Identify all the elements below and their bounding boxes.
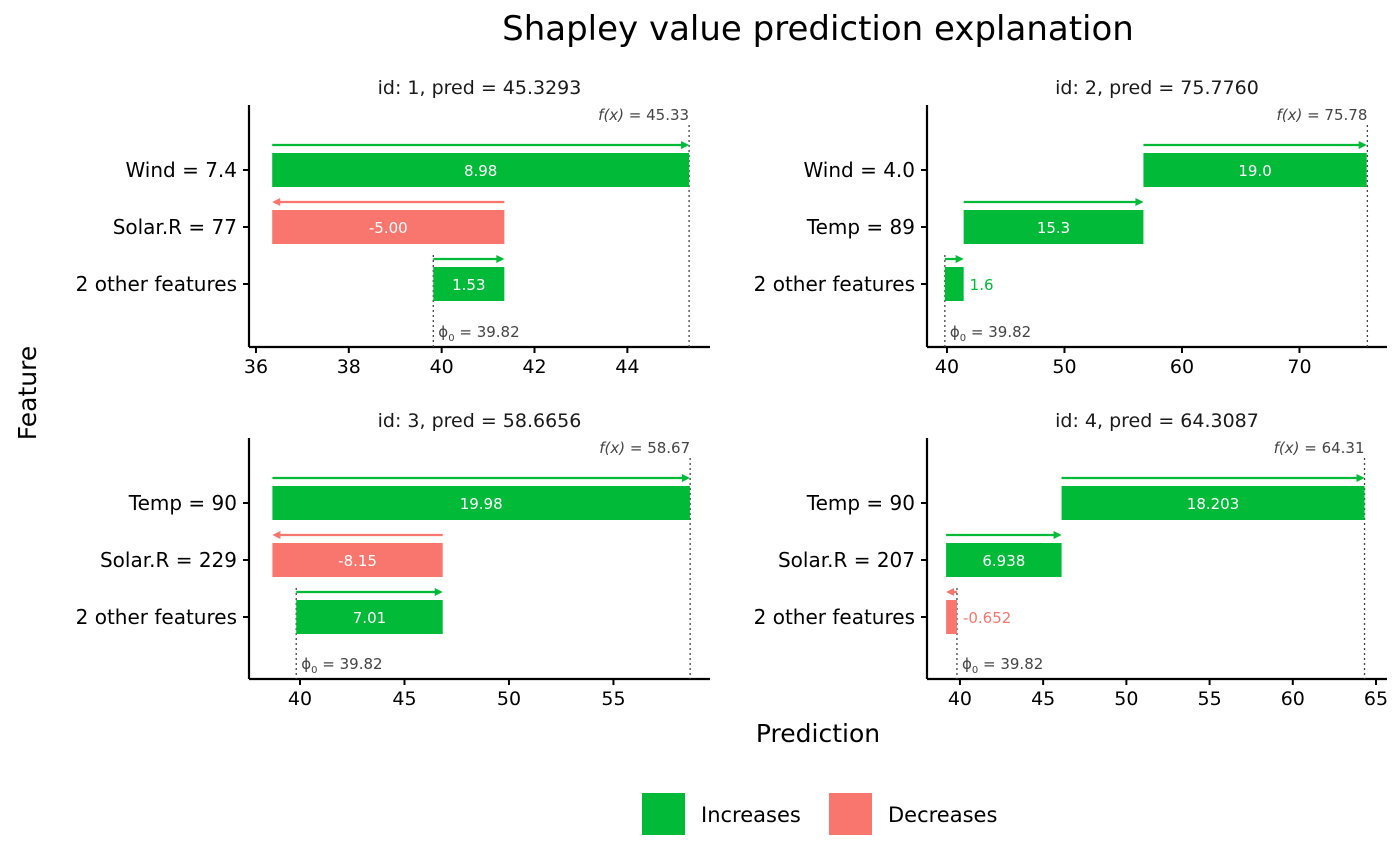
shap-value-label: 7.01 [353,609,386,627]
feature-label: Wind = 4.0 [803,158,915,182]
shap-value-label: -5.00 [369,219,408,237]
arrow-head-icon [434,588,443,596]
shap-value-label: -8.15 [338,552,377,570]
shap-bar [272,210,505,244]
shap-bar [944,267,964,301]
panel-title: id: 1, pred = 45.3293 [378,77,582,99]
legend-label-decreases: Decreases [888,803,997,827]
shap-bar [272,153,690,187]
shap-bar [296,600,443,634]
phi0-label: ϕ0 = 39.82 [438,323,519,344]
x-tick-label: 50 [497,688,521,710]
shap-value-label: 6.938 [982,552,1025,570]
fx-label: f(x) = 75.78 [1276,106,1367,124]
shap-bar [433,267,505,301]
feature-label: Temp = 90 [806,491,915,515]
shap-value-label: 18.203 [1187,495,1240,513]
x-tick-label: 36 [244,356,268,378]
phi0-label: ϕ0 = 39.82 [962,655,1043,676]
legend-swatch-increases [642,793,685,835]
shap-value-label: 1.6 [970,276,994,294]
feature-label: Wind = 7.4 [125,158,237,182]
shap-value-label: 1.53 [452,276,485,294]
shap-value-label: 8.98 [464,162,497,180]
arrow-head-icon [955,255,964,263]
arrow-head-icon [681,141,690,149]
shap-value-label: 19.0 [1238,162,1271,180]
x-tick-label: 70 [1287,356,1311,378]
x-tick-label: 60 [1281,688,1305,710]
x-tick-label: 45 [392,688,416,710]
feature-label: Solar.R = 77 [113,215,237,239]
arrow-head-icon [1053,531,1062,539]
feature-label: 2 other features [754,272,915,296]
panel-4: id: 4, pred = 64.3087 40 45 50 55 60 65 f(x) = … [754,410,1388,710]
legend: Increases Decreases [642,793,997,835]
shap-value-label: -0.652 [963,609,1011,627]
legend-label-increases: Increases [701,803,801,827]
x-tick-label: 50 [1052,356,1076,378]
x-tick-label: 38 [337,356,361,378]
panel-title: id: 3, pred = 58.6656 [378,410,582,432]
x-tick-label: 55 [601,688,625,710]
fx-label: f(x) = 58.67 [599,439,690,457]
x-tick-label: 40 [935,356,959,378]
panel-1: id: 1, pred = 45.3293 36 38 40 42 44 f(x) = 45… [76,77,710,378]
feature-label: 2 other features [76,272,237,296]
shap-bar [946,600,957,634]
feature-label: Solar.R = 207 [778,548,915,572]
x-tick-label: 45 [1031,688,1055,710]
feature-label: Temp = 90 [128,491,237,515]
arrow-head-icon [946,588,955,596]
feature-label: Temp = 89 [806,215,915,239]
legend-swatch-decreases [829,793,872,835]
feature-label: Solar.R = 229 [100,548,237,572]
panel-3: id: 3, pred = 58.6656 40 45 50 55 f(x) = 58.6… [76,410,710,710]
shap-bar [272,543,443,577]
x-tick-label: 40 [430,356,454,378]
chart-title: Shapley value prediction explanation [502,9,1134,49]
arrow-head-icon [1356,474,1365,482]
arrow-head-icon [496,255,505,263]
y-axis-label: Feature [13,346,42,440]
fx-label: f(x) = 64.31 [1274,439,1365,457]
panel-title: id: 4, pred = 64.3087 [1055,410,1259,432]
x-axis-label: Prediction [756,719,880,748]
x-tick-label: 50 [1114,688,1138,710]
x-tick-label: 60 [1170,356,1194,378]
shap-bar [1143,153,1367,187]
shap-bar [1061,486,1365,520]
arrow-head-icon [681,474,690,482]
x-tick-label: 55 [1197,688,1221,710]
fx-label: f(x) = 45.33 [598,106,689,124]
shap-bar [963,210,1144,244]
arrow-head-icon [1358,141,1367,149]
feature-label: 2 other features [754,605,915,629]
shap-bar [946,543,1062,577]
shap-value-label: 15.3 [1037,219,1070,237]
arrow-head-icon [272,198,281,206]
x-tick-label: 40 [288,688,312,710]
panel-title: id: 2, pred = 75.7760 [1055,77,1259,99]
shap-value-label: 19.98 [460,495,503,513]
panel-2: id: 2, pred = 75.7760 40 50 60 70 f(x) = 75.7… [754,77,1387,378]
arrow-head-icon [272,531,281,539]
feature-label: 2 other features [76,605,237,629]
phi0-label: ϕ0 = 39.82 [301,655,382,676]
x-tick-label: 44 [615,356,639,378]
x-tick-label: 40 [948,688,972,710]
phi0-label: ϕ0 = 39.82 [950,323,1031,344]
x-tick-label: 42 [522,356,546,378]
shap-bar [272,486,690,520]
arrow-head-icon [1135,198,1144,206]
x-tick-label: 65 [1364,688,1388,710]
